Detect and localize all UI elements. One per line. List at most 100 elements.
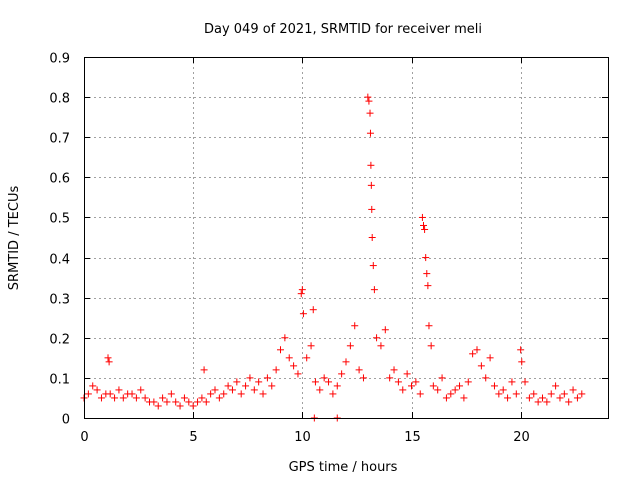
data-point bbox=[418, 213, 426, 221]
data-point bbox=[424, 282, 432, 290]
data-point bbox=[369, 262, 377, 270]
data-point bbox=[294, 370, 302, 378]
data-point bbox=[370, 286, 378, 294]
data-point bbox=[255, 378, 263, 386]
data-point bbox=[285, 354, 293, 362]
data-point bbox=[578, 390, 586, 398]
data-point bbox=[460, 394, 468, 402]
data-point bbox=[355, 366, 363, 374]
data-point bbox=[517, 346, 525, 354]
data-point bbox=[233, 378, 241, 386]
data-point bbox=[185, 398, 193, 406]
data-point bbox=[473, 346, 481, 354]
data-point bbox=[320, 374, 328, 382]
data-point bbox=[93, 386, 101, 394]
data-point bbox=[416, 390, 424, 398]
data-point bbox=[552, 382, 560, 390]
data-point bbox=[386, 374, 394, 382]
data-point bbox=[307, 342, 315, 350]
data-point bbox=[569, 386, 577, 394]
data-point bbox=[281, 334, 289, 342]
y-tick-label: 0.1 bbox=[49, 373, 70, 388]
data-point bbox=[408, 382, 415, 390]
data-point bbox=[200, 366, 208, 374]
data-point bbox=[224, 382, 232, 390]
data-point bbox=[366, 109, 374, 117]
data-point bbox=[202, 398, 210, 406]
data-point bbox=[534, 398, 542, 406]
data-point bbox=[84, 390, 92, 398]
data-point bbox=[115, 386, 123, 394]
data-point bbox=[250, 386, 258, 394]
data-point bbox=[403, 370, 411, 378]
grid bbox=[84, 57, 608, 418]
data-point bbox=[469, 350, 477, 358]
data-points bbox=[80, 93, 586, 422]
data-point bbox=[512, 390, 520, 398]
data-point bbox=[456, 382, 464, 390]
data-point bbox=[342, 358, 350, 366]
data-point bbox=[119, 394, 127, 402]
data-point bbox=[346, 342, 354, 350]
data-point bbox=[303, 354, 311, 362]
data-point bbox=[128, 390, 136, 398]
data-point bbox=[477, 362, 485, 370]
data-point bbox=[106, 390, 114, 398]
data-point bbox=[333, 382, 341, 390]
data-point bbox=[442, 394, 450, 402]
data-point bbox=[425, 322, 433, 330]
data-point bbox=[364, 93, 372, 101]
y-tick-label: 0.9 bbox=[49, 52, 70, 67]
y-tick-label: 0.8 bbox=[49, 92, 70, 107]
data-point bbox=[377, 342, 385, 350]
x-tick-label: 20 bbox=[513, 430, 530, 445]
data-point bbox=[451, 386, 459, 394]
data-point bbox=[556, 394, 564, 402]
data-point bbox=[399, 386, 407, 394]
data-point bbox=[172, 398, 180, 406]
data-point bbox=[189, 402, 197, 410]
data-point bbox=[381, 326, 389, 334]
data-point bbox=[560, 390, 568, 398]
data-point bbox=[105, 358, 113, 366]
data-point bbox=[486, 354, 494, 362]
data-point bbox=[237, 390, 245, 398]
data-point bbox=[180, 394, 188, 402]
data-point bbox=[176, 402, 184, 410]
data-point bbox=[167, 390, 175, 398]
data-point bbox=[316, 386, 324, 394]
data-point bbox=[311, 378, 319, 386]
data-point bbox=[495, 390, 503, 398]
data-point bbox=[366, 129, 374, 137]
data-point bbox=[272, 366, 280, 374]
y-tick-label: 0.2 bbox=[49, 333, 70, 348]
x-tick-label: 0 bbox=[80, 430, 88, 445]
data-point bbox=[368, 234, 376, 241]
data-point bbox=[297, 290, 305, 298]
data-point bbox=[299, 310, 307, 318]
data-point bbox=[429, 382, 437, 390]
data-point bbox=[504, 394, 512, 402]
data-point bbox=[159, 394, 167, 402]
y-axis-label: SRMTID / TECUs bbox=[7, 186, 22, 291]
data-point bbox=[521, 378, 529, 386]
data-point bbox=[242, 382, 250, 390]
data-point bbox=[547, 390, 555, 398]
data-point bbox=[390, 366, 398, 374]
data-point bbox=[198, 394, 206, 402]
x-tick-label: 10 bbox=[294, 430, 311, 445]
y-tick-label: 0.6 bbox=[49, 172, 70, 187]
data-point bbox=[427, 342, 435, 350]
data-point bbox=[530, 390, 538, 398]
data-point bbox=[104, 354, 112, 362]
data-point bbox=[309, 306, 317, 314]
data-point bbox=[543, 398, 551, 406]
data-point bbox=[434, 386, 442, 394]
data-point bbox=[573, 394, 581, 402]
data-point bbox=[490, 382, 498, 390]
data-point bbox=[508, 378, 516, 386]
data-point bbox=[412, 378, 420, 386]
data-point bbox=[365, 97, 373, 105]
data-point bbox=[447, 390, 455, 398]
data-point bbox=[89, 382, 97, 390]
